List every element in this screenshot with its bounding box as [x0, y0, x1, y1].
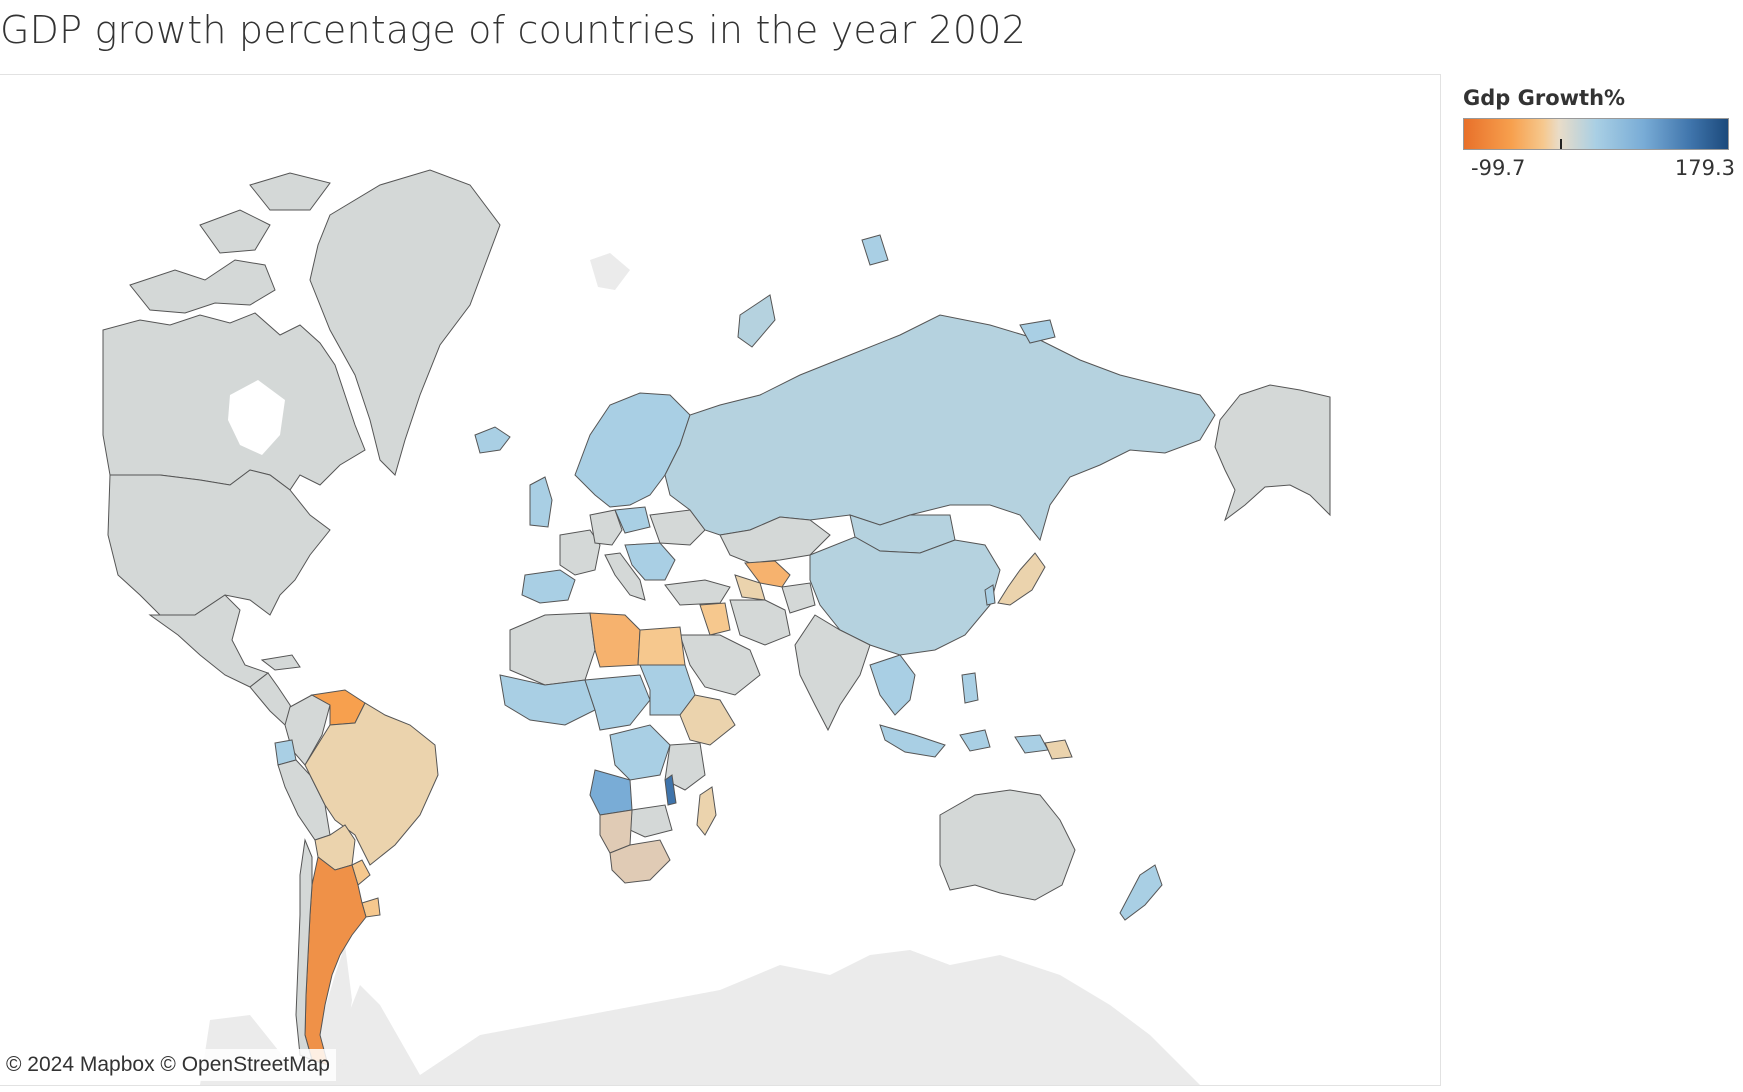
country-ethiopia-somalia[interactable] — [679, 694, 736, 746]
country-turkey[interactable] — [664, 579, 731, 606]
country-ukraine[interactable] — [649, 509, 706, 546]
country-japan[interactable] — [997, 552, 1046, 606]
country-tanzania-kenya[interactable] — [664, 742, 706, 791]
country-zambia-zimbabwe[interactable] — [629, 804, 673, 838]
country-nigeria-chad[interactable] — [584, 674, 651, 731]
country-australia[interactable] — [939, 789, 1076, 901]
legend-zero-tick — [1560, 139, 1562, 149]
arctic-russia-islands[interactable] — [861, 234, 1056, 344]
country-uzbekistan[interactable] — [744, 560, 791, 588]
country-drc[interactable] — [609, 724, 671, 781]
map-view[interactable]: © 2024 Mapbox © OpenStreetMap — [0, 74, 1441, 1086]
country-kazakhstan[interactable] — [719, 516, 831, 564]
country-southeast-asia[interactable] — [869, 654, 916, 716]
country-russia[interactable] — [664, 314, 1216, 542]
legend-max-label: 179.3 — [1674, 156, 1735, 180]
country-new-zealand[interactable] — [1119, 864, 1163, 921]
country-morocco-algeria[interactable] — [509, 612, 596, 686]
country-angola[interactable] — [589, 769, 633, 816]
legend-labels: -99.7 179.3 — [1463, 156, 1741, 184]
country-poland[interactable] — [614, 506, 651, 534]
svalbard — [590, 253, 630, 290]
country-afghanistan[interactable] — [781, 582, 816, 614]
country-india[interactable] — [794, 614, 871, 732]
country-iceland[interactable] — [474, 426, 511, 454]
world-map[interactable] — [0, 75, 1440, 1085]
legend-color-ramp[interactable] — [1463, 118, 1729, 150]
country-spain-portugal[interactable] — [521, 569, 576, 604]
country-brazil[interactable] — [304, 702, 439, 866]
country-papua-new-guinea[interactable] — [1044, 739, 1073, 760]
country-chile[interactable] — [295, 838, 313, 1061]
country-united-states-alaska[interactable] — [1214, 384, 1331, 522]
map-attribution[interactable]: © 2024 Mapbox © OpenStreetMap — [0, 1049, 336, 1081]
chart-title: GDP growth percentage of countries in th… — [0, 8, 1027, 52]
caribbean[interactable] — [260, 654, 301, 671]
russia-novaya-zemlya[interactable] — [737, 294, 776, 348]
country-libya[interactable] — [589, 612, 641, 668]
country-mexico[interactable] — [148, 594, 270, 688]
country-malawi[interactable] — [664, 774, 677, 806]
color-legend: Gdp Growth% -99.7 179.3 — [1463, 86, 1741, 184]
country-france[interactable] — [559, 529, 601, 576]
country-saudi-arabia[interactable] — [679, 634, 761, 696]
country-germany[interactable] — [589, 509, 623, 546]
country-egypt[interactable] — [637, 626, 686, 666]
country-greenland[interactable] — [309, 169, 501, 476]
country-philippines[interactable] — [961, 672, 979, 704]
canada-hudson-bay — [228, 380, 285, 455]
legend-title: Gdp Growth% — [1463, 86, 1626, 110]
country-united-kingdom[interactable] — [529, 476, 553, 528]
country-south-africa[interactable] — [609, 839, 671, 884]
legend-min-label: -99.7 — [1471, 156, 1526, 180]
country-italy[interactable] — [604, 552, 646, 601]
country-west-africa[interactable] — [499, 674, 596, 726]
country-indonesia[interactable] — [879, 724, 1049, 758]
country-iraq[interactable] — [699, 602, 731, 636]
country-united-states[interactable] — [107, 469, 331, 621]
arctic-islands[interactable] — [129, 172, 331, 314]
antarctica — [200, 950, 1200, 1085]
country-korea[interactable] — [984, 584, 996, 606]
country-madagascar[interactable] — [696, 786, 717, 836]
country-china[interactable] — [809, 536, 1001, 656]
country-iran[interactable] — [729, 599, 791, 646]
